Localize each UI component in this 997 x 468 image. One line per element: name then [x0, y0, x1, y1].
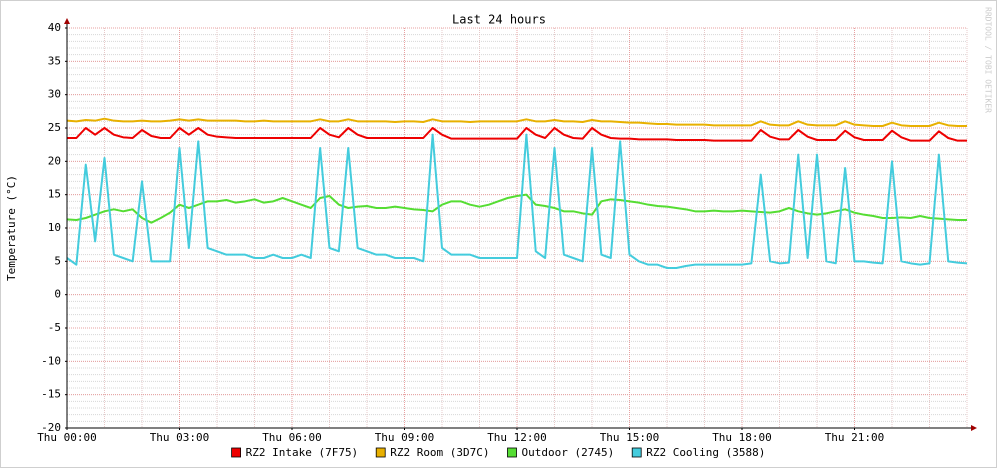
series-line — [67, 127, 967, 142]
y-tick-label: -20 — [41, 421, 61, 434]
watermark: RRDTOOL / TOBI OETIKER — [984, 7, 993, 113]
lines — [66, 117, 968, 269]
y-tick-label: 10 — [48, 221, 61, 234]
series-line — [66, 133, 968, 269]
series-line — [66, 117, 967, 127]
y-axis-arrow — [64, 18, 70, 24]
x-tick-label: Thu 12:00 — [487, 431, 547, 444]
legend-label: Outdoor (2745) — [522, 446, 615, 459]
legend-item: Outdoor (2745) — [507, 446, 615, 459]
legend: RZ2 Intake (7F75) RZ2 Room (3D7C) Outdoor … — [231, 446, 765, 459]
y-tick-label: 40 — [48, 21, 61, 34]
x-tick-label: Thu 18:00 — [712, 431, 772, 444]
legend-item: RZ2 Room (3D7C) — [375, 446, 490, 459]
y-tick-label: -5 — [48, 321, 61, 334]
chart-title: Last 24 hours — [452, 13, 546, 27]
x-tick-label: Thu 09:00 — [375, 431, 435, 444]
x-tick-label: Thu 06:00 — [262, 431, 322, 444]
legend-label: RZ2 Cooling (3588) — [646, 446, 765, 459]
y-tick-label: 35 — [48, 54, 61, 67]
y-tick-label: 20 — [48, 154, 61, 167]
legend-swatch — [631, 447, 642, 458]
legend-item: RZ2 Intake (7F75) — [231, 446, 359, 459]
x-tick-label: Thu 21:00 — [825, 431, 885, 444]
grid — [66, 27, 968, 429]
x-tick-label: Thu 00:00 — [37, 431, 97, 444]
x-tick-label: Thu 15:00 — [600, 431, 660, 444]
y-tick-label: -10 — [41, 354, 61, 367]
x-tick-label: Thu 03:00 — [150, 431, 210, 444]
y-tick-label: 25 — [48, 121, 61, 134]
legend-label: RZ2 Intake (7F75) — [246, 446, 359, 459]
axes: -20 -15 -10 -5 0 5 10 15 20 25 30 35 40 Thu 00:00 Thu … — [37, 18, 977, 444]
legend-swatch — [231, 447, 242, 458]
y-tick-label: 0 — [54, 288, 61, 301]
y-axis-label: Temperature (°C) — [5, 175, 18, 281]
x-axis-arrow — [971, 425, 977, 431]
y-tick-label: 15 — [48, 188, 61, 201]
legend-label: RZ2 Room (3D7C) — [390, 446, 489, 459]
y-tick-label: 30 — [48, 88, 61, 101]
legend-swatch — [507, 447, 517, 458]
y-tick-label: -15 — [41, 388, 61, 401]
series-line — [66, 193, 967, 224]
legend-item: RZ2 Cooling (3588) — [631, 446, 765, 459]
y-tick-label: 5 — [54, 254, 61, 267]
legend-swatch — [375, 447, 386, 458]
